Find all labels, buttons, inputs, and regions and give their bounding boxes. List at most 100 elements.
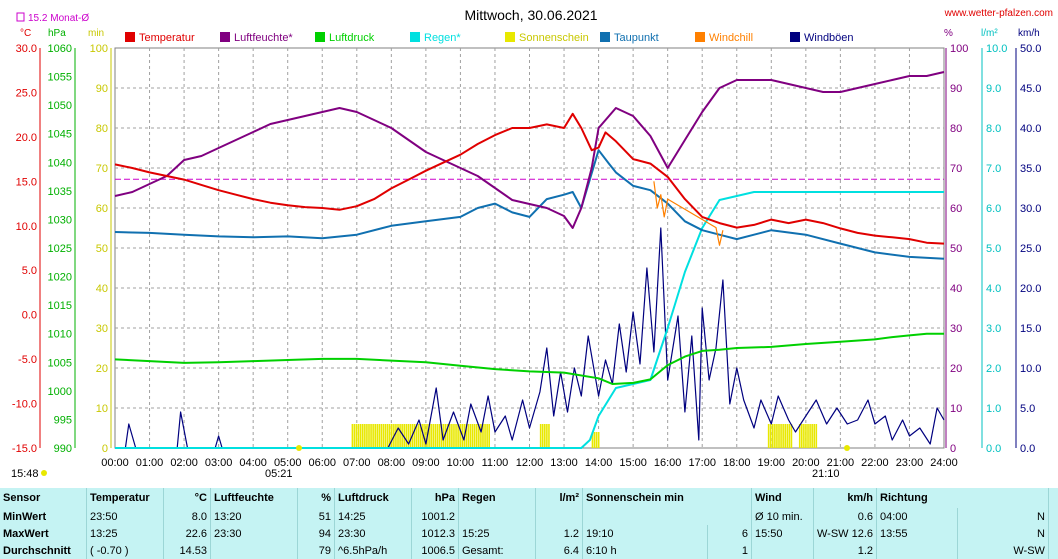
sunshine-bar <box>451 424 453 448</box>
unit-press: hPa <box>48 28 66 39</box>
x-tick-label: 24:00 <box>930 457 958 469</box>
sunshine-bar <box>386 424 389 448</box>
sunshine-bar <box>428 424 430 448</box>
x-tick-label: 03:00 <box>205 457 233 469</box>
x-tick-label: 14:00 <box>585 457 613 469</box>
sunshine-bar <box>444 424 447 448</box>
summary-cell: 94 <box>297 525 335 542</box>
y-tick-label-wind: 20.0 <box>1020 283 1041 295</box>
y-tick-label-rain: 10.0 <box>986 43 1007 55</box>
legend-swatch <box>505 32 515 42</box>
sunrise-icon <box>296 445 302 451</box>
y-tick-label-temp: 15.0 <box>16 176 37 188</box>
legend-label: Luftdruck <box>329 32 375 44</box>
summary-cell: 13:20 <box>210 508 298 525</box>
sunshine-bar <box>457 424 459 448</box>
summary-cell: 23:30 <box>210 525 298 542</box>
y-tick-label-press: 990 <box>54 443 72 455</box>
x-tick-label: 12:00 <box>516 457 544 469</box>
x-tick-label: 01:00 <box>136 457 164 469</box>
x-axis: 00:00 01:00 02:00 03:00 04:00 05:00 06:00 07:00… <box>101 457 958 469</box>
moonrise-icon <box>41 470 47 476</box>
sunshine-bar <box>478 424 480 448</box>
y-tick-label-wind: 25.0 <box>1020 243 1041 255</box>
sunshine-bar <box>436 424 439 448</box>
x-tick-label: 20:00 <box>792 457 820 469</box>
sunshine-bar <box>798 424 801 448</box>
sunshine-bars <box>351 424 818 448</box>
y-tick-label-pct: 40 <box>950 283 962 295</box>
sunshine-bar <box>380 424 383 448</box>
summary-cell: 23:30 <box>334 525 412 542</box>
y-tick-label-wind: 35.0 <box>1020 163 1041 175</box>
sunshine-bar <box>815 424 818 448</box>
y-tick-label-sunmin: 100 <box>90 43 108 55</box>
sunshine-bar <box>361 424 364 448</box>
sunshine-bar <box>390 424 393 448</box>
summary-header: Sensor <box>0 488 87 508</box>
sunshine-bar <box>459 424 461 448</box>
y-tick-label-wind: 15.0 <box>1020 323 1041 335</box>
sunshine-bar <box>776 424 778 448</box>
sunshine-bar <box>546 424 548 448</box>
sunshine-bar <box>368 424 370 448</box>
y-tick-label-wind: 50.0 <box>1020 43 1041 55</box>
y-tick-label-rain: 4.0 <box>986 283 1001 295</box>
sunshine-bar <box>405 424 408 448</box>
series-line-windchill <box>653 181 724 246</box>
sunshine-bar <box>397 424 399 448</box>
sunshine-bar <box>541 424 544 448</box>
summary-cell: 6.4 <box>535 542 583 559</box>
x-tick-label: 07:00 <box>343 457 371 469</box>
y-tick-label-press: 1045 <box>48 129 72 141</box>
sunshine-bar <box>769 424 772 448</box>
y-tick-label-sunmin: 90 <box>96 83 108 95</box>
sunshine-bar <box>422 424 424 448</box>
legend-label: Taupunkt <box>614 32 659 44</box>
y-tick-label-pct: 30 <box>950 323 962 335</box>
summary-spacer <box>1048 542 1058 559</box>
x-tick-label: 00:00 <box>101 457 129 469</box>
summary-cell <box>535 508 583 525</box>
site-link[interactable]: www.wetter-pfalzen.com <box>944 8 1053 19</box>
summary-cell: Durchschnitt <box>0 542 87 559</box>
sunshine-bar <box>482 424 484 448</box>
sunshine-bar <box>388 424 391 448</box>
y-tick-label-pct: 60 <box>950 203 962 215</box>
legend-swatch <box>695 32 705 42</box>
sunshine-bar <box>378 424 381 448</box>
summary-header: km/h <box>813 488 878 508</box>
sunshine-bar <box>788 424 791 448</box>
y-tick-label-wind: 40.0 <box>1020 123 1041 135</box>
y-tick-label-press: 1040 <box>48 157 72 169</box>
x-tick-label: 23:00 <box>896 457 924 469</box>
sunshine-bar <box>480 424 482 448</box>
summary-cell: ^6.5hPa/h <box>334 542 412 559</box>
legend-swatch <box>600 32 610 42</box>
sunshine-bar <box>415 424 418 448</box>
y-tick-label-sunmin: 10 <box>96 403 108 415</box>
legend-swatch <box>220 32 230 42</box>
sunshine-bar <box>434 424 437 448</box>
summary-spacer <box>1048 508 1058 525</box>
sunshine-bar <box>438 424 441 448</box>
sunshine-bar <box>359 424 362 448</box>
y-tick-label-rain: 9.0 <box>986 83 1001 95</box>
sunshine-bar <box>455 424 457 448</box>
summary-cell: 1.2 <box>813 542 878 559</box>
summary-cell: N <box>957 508 1049 525</box>
sunshine-bar <box>374 424 377 448</box>
moonrise-time: 15:48 <box>11 468 39 480</box>
summary-header: Temperatur <box>86 488 164 508</box>
sunshine-bar <box>446 424 449 448</box>
sunshine-bar <box>475 424 478 448</box>
y-tick-label-wind: 0.0 <box>1020 443 1035 455</box>
summary-cell: 6:10 h <box>582 542 709 559</box>
summary-spacer <box>1048 488 1058 508</box>
sunshine-bar <box>778 424 780 448</box>
sunrise-time: 05:21 <box>265 468 293 480</box>
sunshine-bar <box>471 424 474 448</box>
y-tick-label-press: 1025 <box>48 243 72 255</box>
y-tick-label-rain: 7.0 <box>986 163 1001 175</box>
summary-spacer <box>1048 525 1058 542</box>
